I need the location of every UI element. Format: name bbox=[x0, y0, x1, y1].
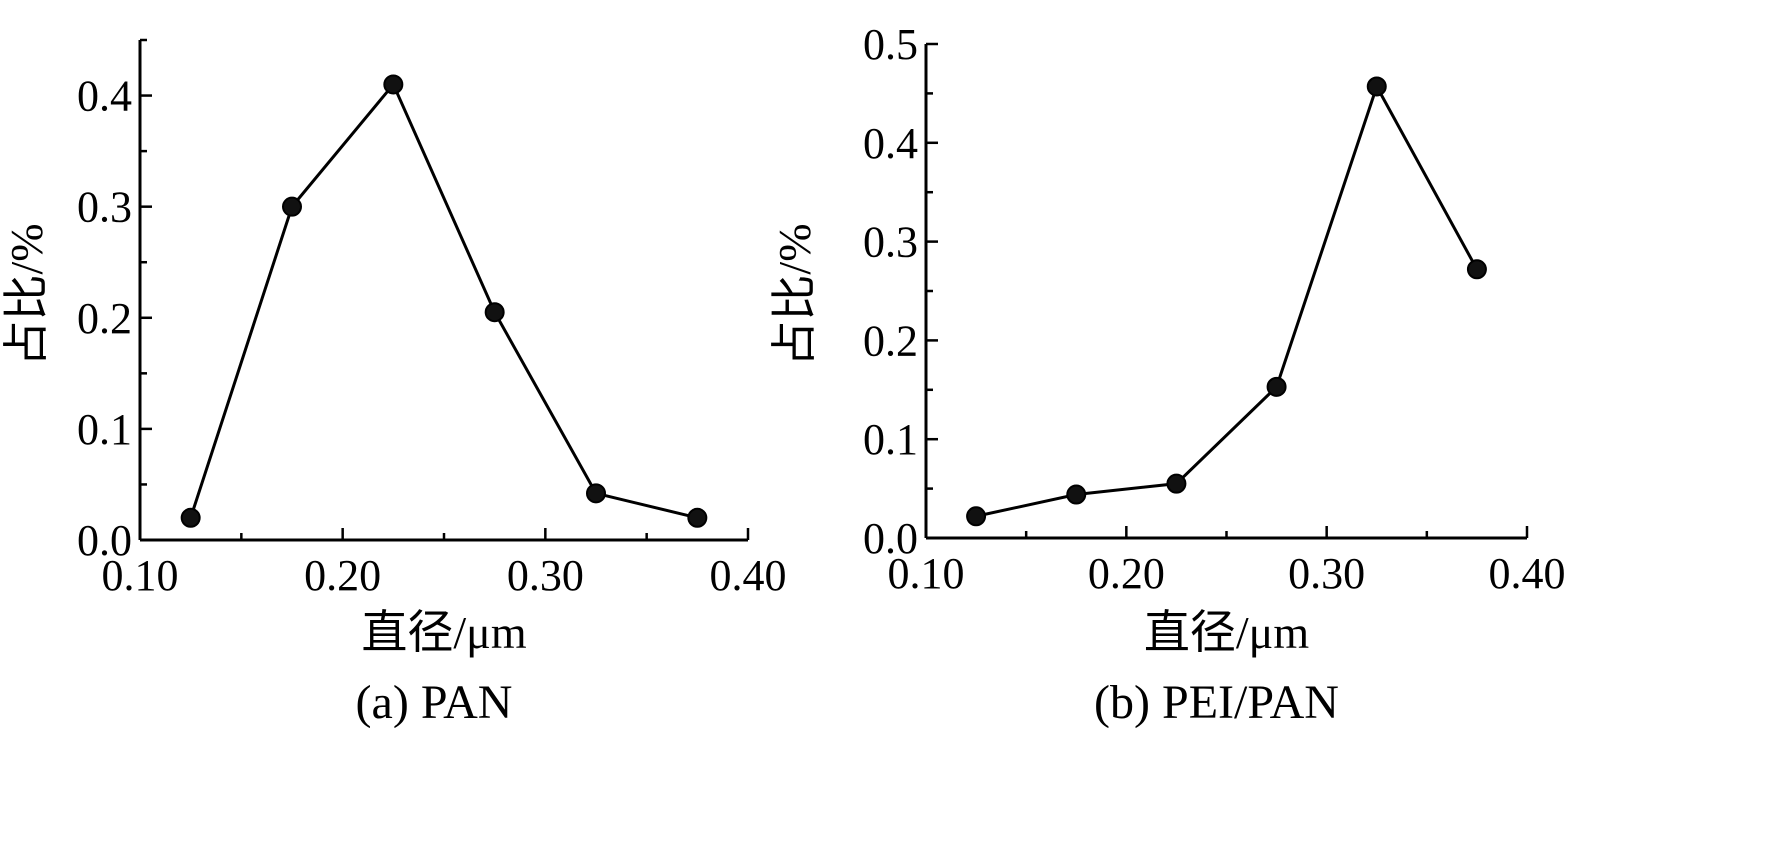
y-tick-label: 0.2 bbox=[77, 294, 132, 343]
series-line bbox=[975, 82, 1479, 518]
y-tick-label: 0.3 bbox=[77, 183, 132, 232]
x-axis-label: 直径/μm bbox=[1144, 607, 1309, 658]
data-point bbox=[1366, 76, 1387, 97]
y-tick-label: 0.2 bbox=[863, 316, 918, 365]
data-point bbox=[1266, 376, 1287, 397]
data-point bbox=[1066, 484, 1087, 505]
y-tick-label: 0.0 bbox=[77, 516, 132, 565]
data-point bbox=[687, 507, 708, 528]
x-tick-label: 0.10 bbox=[102, 551, 179, 600]
y-axis-label: 占比/% bbox=[769, 223, 820, 366]
panel-caption: (b) PEI/PAN bbox=[1094, 676, 1339, 729]
data-point bbox=[383, 74, 404, 95]
data-point bbox=[484, 302, 505, 323]
panel-b: 0.10 0.20 0.30 0.40 0.0 0.1 0.2 0.3 0.4 0.5 直径/μm 占… bbox=[769, 20, 1566, 729]
x-tick-label: 0.20 bbox=[1088, 549, 1165, 598]
data-point bbox=[282, 196, 302, 217]
data-point bbox=[586, 483, 606, 504]
y-tick-label: 0.4 bbox=[863, 119, 918, 168]
data-point bbox=[1466, 259, 1487, 280]
y-tick-label: 0.1 bbox=[77, 405, 132, 454]
data-point bbox=[180, 507, 201, 528]
y-tick-label: 0.5 bbox=[863, 20, 918, 69]
x-tick-label: 0.30 bbox=[1288, 549, 1365, 598]
x-tick-label: 0.40 bbox=[710, 551, 787, 600]
y-tick-label: 0.3 bbox=[863, 218, 918, 267]
y-tick-label: 0.4 bbox=[77, 72, 132, 121]
data-point bbox=[1166, 473, 1187, 494]
x-tick-label: 0.40 bbox=[1489, 549, 1566, 598]
x-tick-label: 0.10 bbox=[888, 549, 965, 598]
y-tick-label: 0.1 bbox=[863, 415, 918, 464]
data-point bbox=[966, 506, 987, 527]
series-line bbox=[189, 81, 698, 520]
y-tick-label: 0.0 bbox=[863, 514, 918, 563]
panel-a: 0.10 0.20 0.30 0.40 0.0 0.1 0.2 0.3 0.4 直径/μm 占比/%… bbox=[1, 38, 787, 729]
panel-caption: (a) PAN bbox=[356, 676, 513, 729]
x-axis-label: 直径/μm bbox=[361, 607, 526, 658]
x-tick-label: 0.30 bbox=[507, 551, 584, 600]
x-tick-label: 0.20 bbox=[304, 551, 381, 600]
y-axis-label: 占比/% bbox=[1, 223, 52, 366]
